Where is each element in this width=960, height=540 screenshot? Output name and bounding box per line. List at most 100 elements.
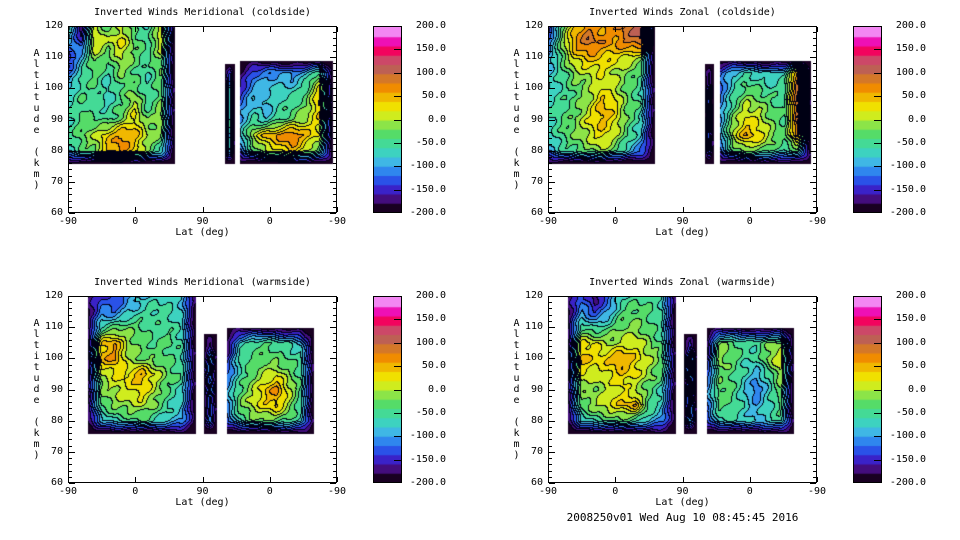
y-tick: [330, 358, 336, 360]
y-minor-tick: [549, 113, 552, 115]
y-minor-tick: [333, 131, 336, 133]
y-tick: [330, 420, 336, 422]
y-minor-tick: [549, 395, 552, 397]
x-tick: [202, 297, 204, 302]
y-minor-tick: [69, 433, 72, 435]
colorbar-tick-label: -100.0: [889, 160, 926, 172]
y-minor-tick: [333, 200, 336, 202]
colorbar-tick-label: 200.0: [895, 20, 926, 31]
y-tick: [330, 88, 336, 90]
y-tick: [69, 327, 75, 329]
x-tick-label: 0: [612, 486, 619, 497]
x-tick: [202, 207, 204, 212]
colorbar-tick-label: 50.0: [421, 90, 446, 102]
colorbar-tick: [394, 342, 402, 344]
y-minor-tick: [69, 94, 72, 96]
x-tick-label: 0: [746, 216, 753, 227]
y-minor-tick: [333, 414, 336, 416]
y-minor-tick: [69, 44, 72, 46]
y-tick-label: 120: [44, 20, 63, 31]
x-tick: [682, 297, 684, 302]
y-minor-tick: [333, 333, 336, 335]
x-tick-label: -90: [327, 486, 347, 497]
colorbar-tick-label: -150.0: [889, 453, 926, 465]
panel-title: Inverted Winds Meridional (coldside): [94, 7, 311, 18]
colorbar-tick-label: 0.0: [907, 383, 926, 395]
colorbar-tick-label: 150.0: [415, 43, 446, 55]
y-minor-tick: [813, 169, 816, 171]
y-minor-tick: [813, 408, 816, 410]
x-tick-label: 0: [132, 486, 139, 497]
y-minor-tick: [333, 445, 336, 447]
y-minor-tick: [333, 320, 336, 322]
x-tick-label: 0: [266, 486, 273, 497]
y-minor-tick: [813, 370, 816, 372]
y-minor-tick: [69, 308, 72, 310]
y-minor-tick: [813, 107, 816, 109]
y-minor-tick: [69, 206, 72, 208]
y-minor-tick: [549, 339, 552, 341]
y-tick-label: 80: [530, 144, 543, 156]
colorbar-tick: [394, 389, 402, 391]
y-minor-tick: [813, 38, 816, 40]
y-minor-tick: [333, 364, 336, 366]
y-tick: [549, 358, 555, 360]
y-minor-tick: [333, 188, 336, 190]
y-minor-tick: [549, 100, 552, 102]
y-minor-tick: [69, 426, 72, 428]
y-minor-tick: [549, 302, 552, 304]
panel-title: Inverted Winds Zonal (coldside): [589, 7, 776, 18]
x-tick: [817, 477, 818, 482]
y-minor-tick: [333, 169, 336, 171]
x-tick-label: -90: [58, 216, 78, 227]
y-minor-tick: [69, 131, 72, 133]
y-minor-tick: [69, 75, 72, 77]
y-tick-label: 70: [530, 445, 543, 457]
y-minor-tick: [69, 144, 72, 146]
y-minor-tick: [813, 188, 816, 190]
colorbar-tick-label: -100.0: [409, 160, 446, 172]
y-minor-tick: [549, 188, 552, 190]
y-minor-tick: [69, 169, 72, 171]
y-tick-label: 70: [50, 175, 63, 187]
y-minor-tick: [813, 445, 816, 447]
y-minor-tick: [69, 38, 72, 40]
y-minor-tick: [69, 82, 72, 84]
y-tick: [549, 327, 555, 329]
x-tick: [68, 477, 69, 482]
y-tick: [69, 150, 75, 152]
y-minor-tick: [333, 352, 336, 354]
y-tick: [549, 88, 555, 90]
y-minor-tick: [813, 144, 816, 146]
y-minor-tick: [549, 69, 552, 71]
y-minor-tick: [333, 125, 336, 127]
colorbar-tick-label: 150.0: [895, 313, 926, 325]
colorbar-tick-label: 0.0: [907, 113, 926, 125]
y-minor-tick: [813, 44, 816, 46]
y-minor-tick: [549, 75, 552, 77]
x-tick: [817, 207, 818, 212]
y-tick: [69, 119, 75, 121]
y-tick: [549, 483, 555, 484]
y-minor-tick: [549, 169, 552, 171]
colorbar-tick: [394, 436, 402, 438]
y-minor-tick: [69, 377, 72, 379]
colorbar-tick: [874, 389, 882, 391]
y-minor-tick: [333, 433, 336, 435]
y-tick: [330, 389, 336, 391]
colorbar-tick: [874, 166, 882, 168]
y-tick-label: 90: [50, 113, 63, 125]
y-tick: [69, 88, 75, 90]
colorbar-tick-label: 100.0: [895, 66, 926, 78]
colorbar-tick-label: -150.0: [409, 453, 446, 465]
x-tick: [269, 207, 271, 212]
y-minor-tick: [813, 345, 816, 347]
y-tick-label: 60: [530, 207, 543, 218]
y-tick-label: 100: [524, 352, 543, 364]
y-minor-tick: [333, 113, 336, 115]
y-minor-tick: [549, 38, 552, 40]
y-tick-label: 80: [50, 414, 63, 426]
y-minor-tick: [69, 408, 72, 410]
